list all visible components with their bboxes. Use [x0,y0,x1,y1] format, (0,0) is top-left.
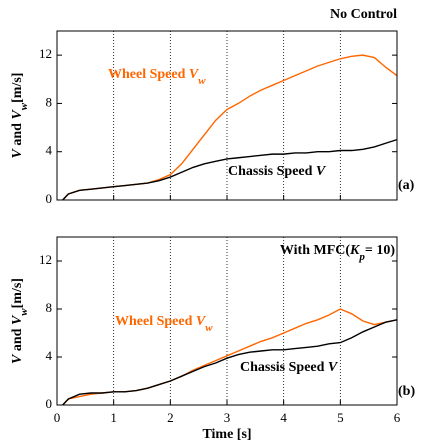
series-label: Wheel Speed Vw [108,67,206,86]
y-tick-label: 12 [39,252,52,267]
x-tick-label: 5 [337,410,344,425]
y-tick-label: 0 [46,191,53,206]
text-segment: Wheel Speed [115,314,196,329]
plot-frame [56,30,398,201]
subplot-title: With MFC(Kp= 10) [280,243,395,262]
text-segment: w [198,75,206,87]
x-tick-label: 3 [224,410,231,425]
text-segment: V [10,314,25,325]
text-segment: Wheel Speed [108,67,189,82]
y-tick-label: 4 [46,143,53,158]
x-tick-label: 4 [280,410,287,425]
y-tick-label: 12 [39,46,52,61]
text-segment: [m/s] [10,73,25,103]
plot-frame [56,236,398,406]
text-segment: w [18,308,30,316]
x-axis-label: Time [s] [202,427,251,442]
text-segment: V [189,67,200,82]
subplot-title: No Control [330,7,397,22]
x-tick-label: 1 [110,410,117,425]
y-axis-label: V and Vw[m/s] [10,73,29,159]
series-label: Chassis Speed V [228,164,327,179]
y-tick-label: 8 [46,300,53,315]
x-tick-label: 2 [167,410,174,425]
y-tick-label: 0 [46,396,53,411]
series-line [62,319,398,406]
y-tick-label: 4 [46,348,53,363]
series-line [62,138,398,201]
text-segment: V [10,353,25,364]
text-segment: and [10,120,25,150]
y-tick-label: 8 [46,94,53,109]
text-segment: K [349,243,361,258]
x-tick-label: 6 [394,410,401,425]
x-tick-label: 0 [54,410,61,425]
text-segment: p [358,251,365,263]
text-segment: = 10) [365,243,395,258]
text-segment: Chassis Speed [240,360,328,375]
text-segment: and [10,325,25,355]
series-label: Chassis Speed V [240,360,339,375]
text-segment: V [10,147,25,158]
text-segment: w [18,102,30,110]
text-segment: V [316,164,327,179]
text-segment: Chassis Speed [228,164,316,179]
text-segment: No Control [330,7,397,22]
y-axis-label: V and Vw[m/s] [10,278,29,364]
text-segment: V [196,314,207,329]
text-segment: [m/s] [10,278,25,308]
series-label: Wheel Speed Vw [115,314,213,333]
panel-label: (a) [398,178,415,193]
text-segment: V [328,360,339,375]
text-segment: w [205,322,213,334]
subplot: 0 4 8 12 Wheel Speed Vw Chassis Speed V No Con… [10,7,414,206]
panel-label: (b) [398,384,415,399]
text-segment: With MFC( [280,243,350,258]
text-segment: V [10,109,25,120]
